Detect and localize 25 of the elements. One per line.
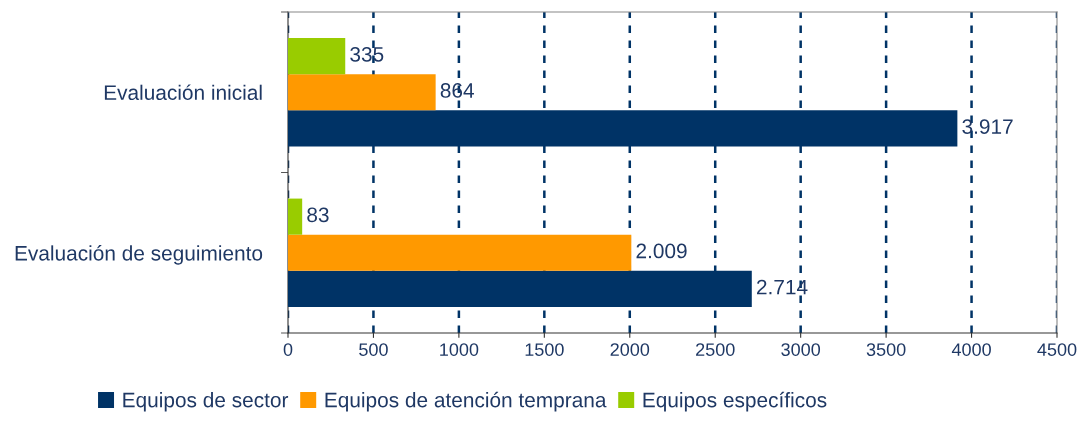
- legend-label: Equipos específicos: [643, 391, 827, 412]
- x-tick-label: 1000: [440, 343, 479, 356]
- bar: [288, 38, 346, 75]
- bar: [288, 234, 632, 271]
- bar: [288, 74, 436, 111]
- x-tick-label: 2000: [610, 343, 650, 356]
- data-label: 83: [307, 207, 329, 223]
- data-label: 335: [350, 46, 384, 62]
- x-tick-label: 2500: [696, 343, 735, 356]
- data-label: 2.009: [636, 243, 687, 259]
- x-tick-label: 0: [283, 343, 293, 356]
- bar: [288, 198, 303, 235]
- data-label: 2.714: [757, 279, 808, 295]
- x-tick-label: 3500: [866, 343, 906, 356]
- legend-label: Equipos de atención temprana: [325, 391, 607, 412]
- y-tick-label: Evaluación de seguimiento: [15, 245, 263, 265]
- x-tick-label: 4000: [951, 343, 991, 356]
- legend-label: Equipos de sector: [123, 392, 289, 412]
- x-tick-label: 4500: [1037, 343, 1077, 356]
- x-tick-label: 500: [359, 343, 388, 356]
- data-label: 3.917: [962, 119, 1013, 134]
- data-label: 864: [440, 83, 474, 98]
- x-tick-label: 3000: [781, 343, 821, 356]
- x-tick-label: 1500: [525, 343, 564, 356]
- y-tick-label: Evaluación inicial: [104, 84, 262, 100]
